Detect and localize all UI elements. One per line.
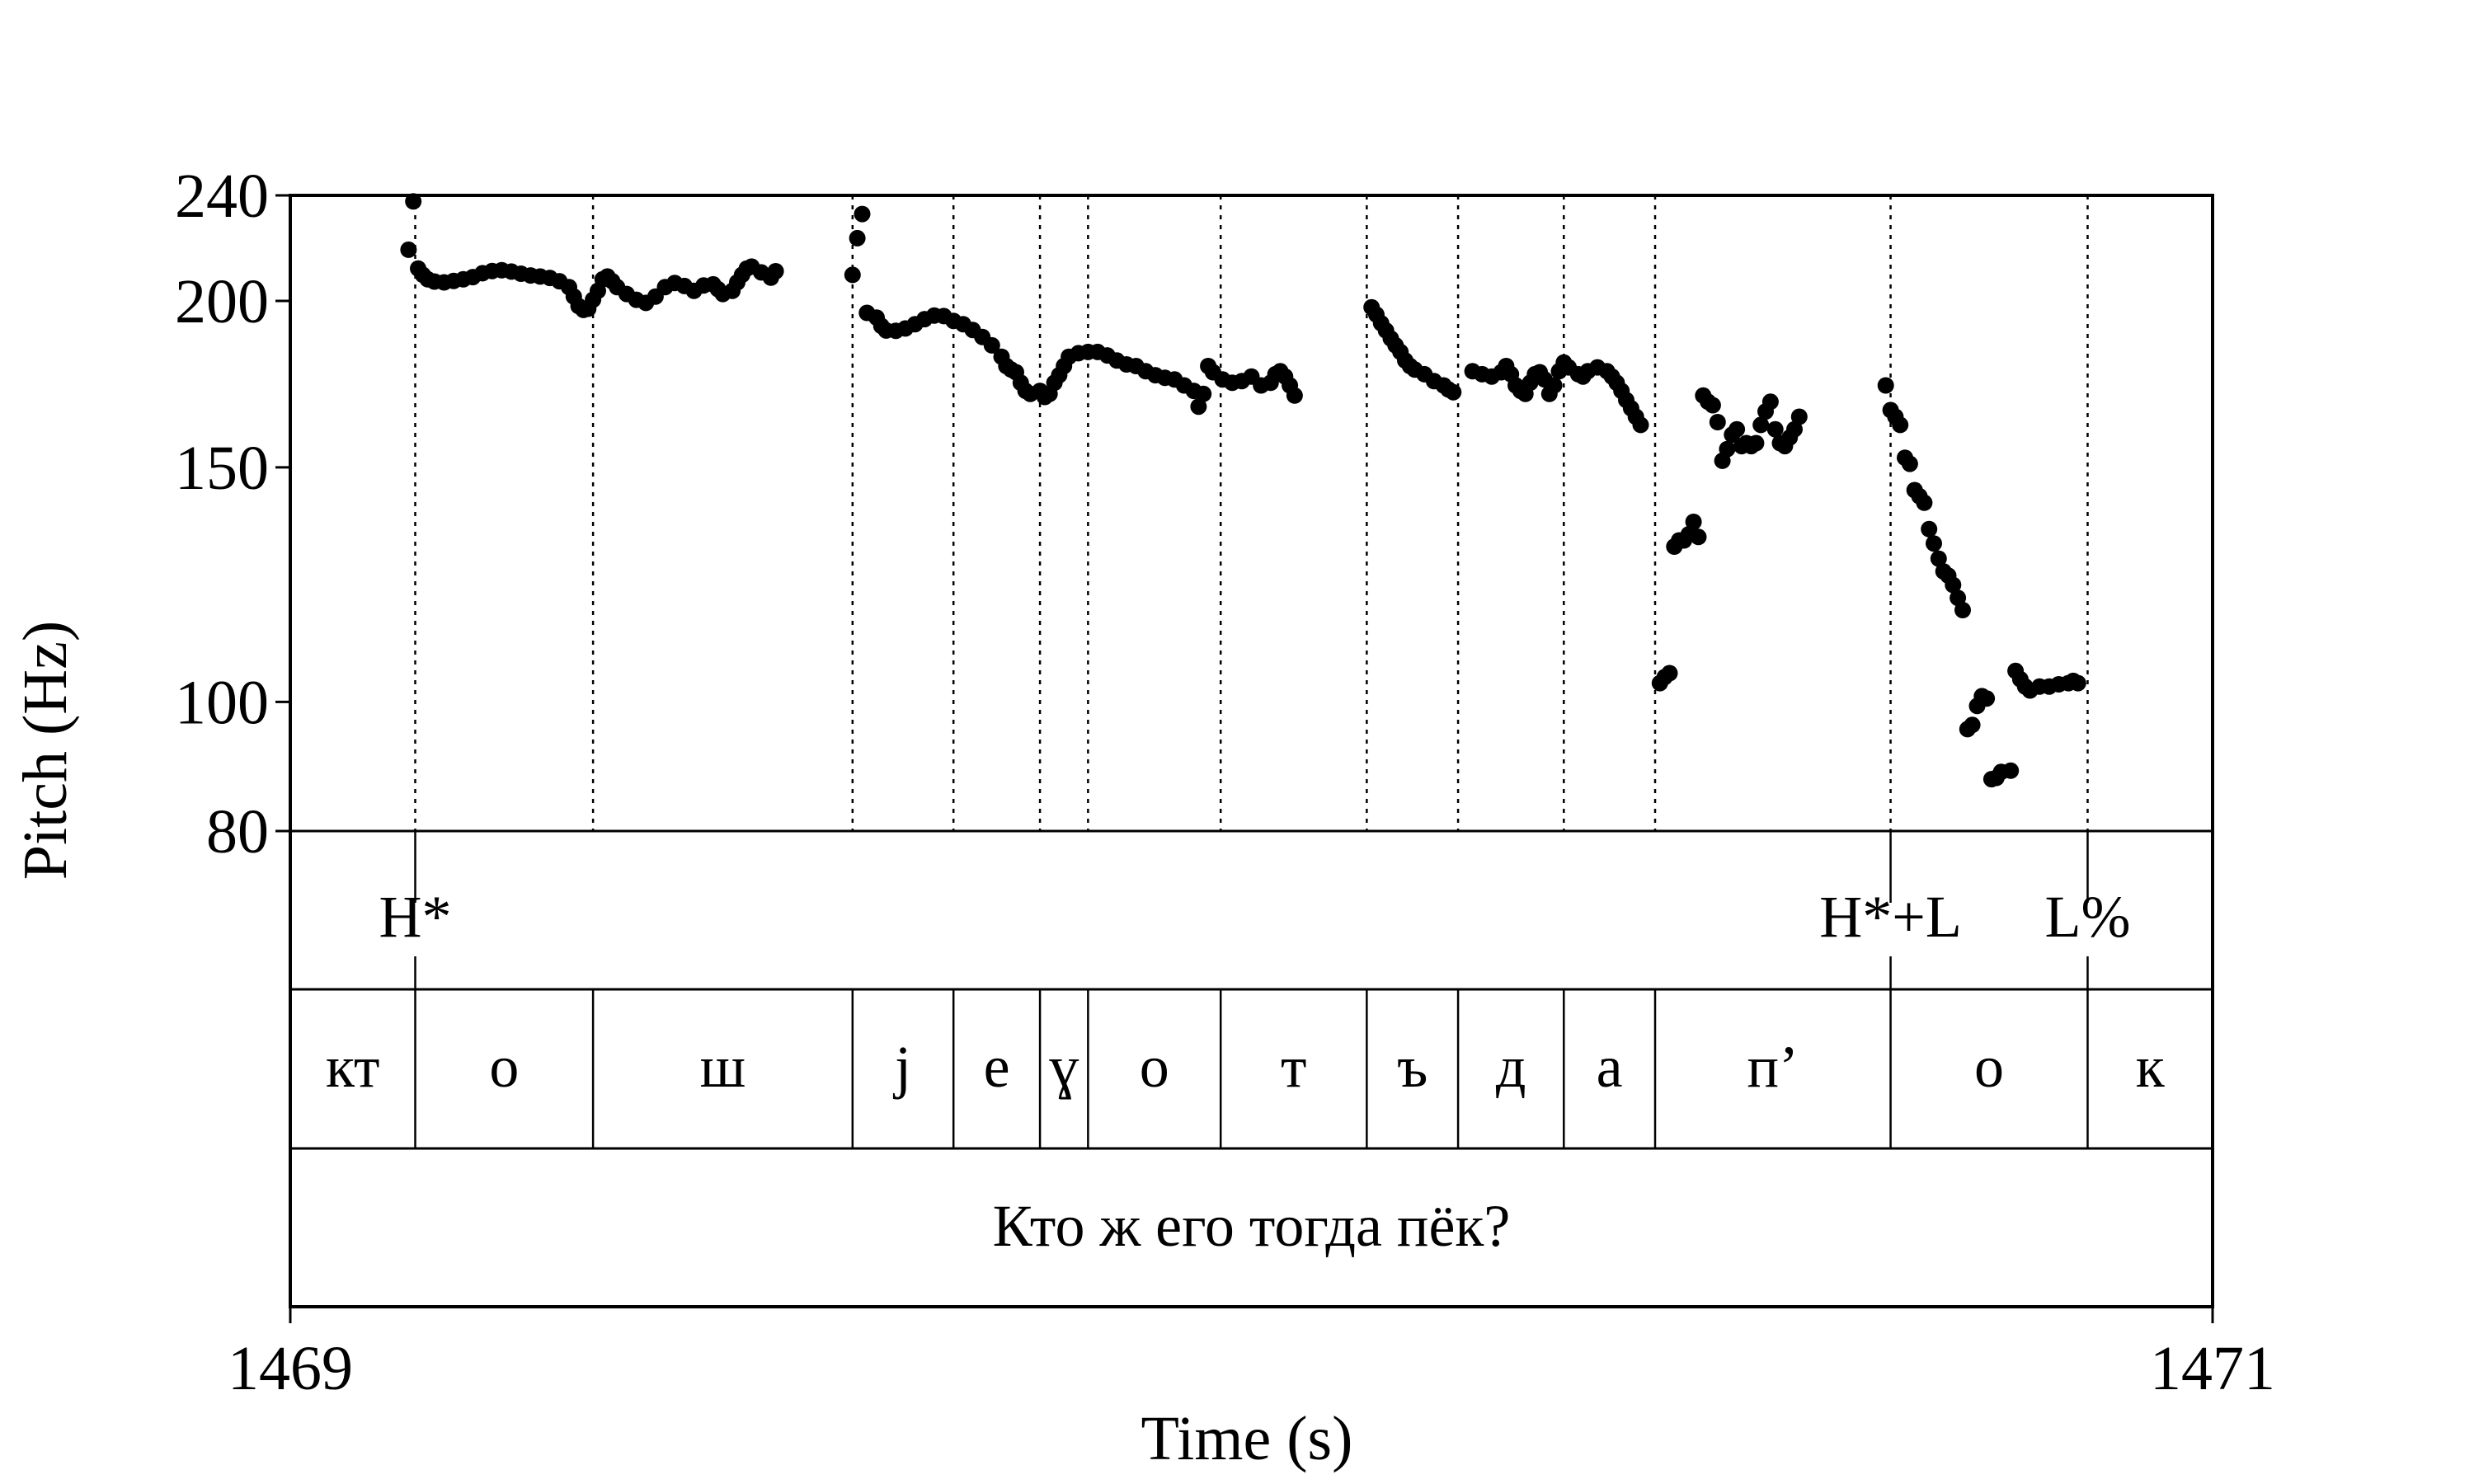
pitch-point [1930, 550, 1947, 567]
pitch-point [1877, 377, 1894, 394]
pitch-point [1195, 385, 1212, 402]
y-tick-label: 150 [175, 434, 269, 503]
pitch-point [1445, 383, 1462, 401]
x-axis-label: Time (s) [1141, 1404, 1353, 1473]
segment-label: о [1140, 1034, 1169, 1100]
pitch-point [1786, 420, 1803, 438]
segment-label: е [984, 1034, 1010, 1100]
segment-label: к [2136, 1034, 2166, 1100]
pitch-point [405, 193, 422, 210]
pitch-point [844, 266, 861, 284]
y-tick-label: 100 [175, 668, 269, 737]
pitch-point [1719, 440, 1736, 458]
tone-label: H*+L [1819, 884, 1962, 950]
tone-label: L% [2045, 884, 2131, 950]
pitch-point [1286, 387, 1303, 404]
pitch-point [1945, 576, 1962, 594]
pitch-point [767, 263, 784, 279]
sentence-label: Кто ж его тогда пёк? [993, 1193, 1511, 1259]
pitch-point [1921, 520, 1938, 538]
pitch-point [1661, 665, 1678, 682]
pitch-point [1729, 420, 1746, 438]
y-axis-ticks: 240 200 150 100 80 [175, 162, 290, 866]
y-axis-label: Pitch (Hz) [11, 621, 80, 880]
x-axis: 1469 1471 [228, 1307, 2275, 1403]
segment-label: о [489, 1034, 519, 1100]
pitch-point [2002, 762, 2020, 779]
pitch-point [1690, 528, 1707, 546]
segment-label: о [1974, 1034, 2004, 1100]
segment-label: ɣ [1049, 1034, 1079, 1100]
segment-label: д [1496, 1034, 1526, 1100]
pitch-point [1709, 414, 1726, 430]
pitch-point [1704, 397, 1721, 414]
boundary-lines [414, 195, 2089, 1148]
segment-label: кт [326, 1034, 380, 1100]
pitch-point [1545, 377, 1563, 394]
pitch-point [400, 241, 417, 258]
pitch-point [1747, 434, 1765, 452]
pitch-point [1632, 416, 1649, 434]
pitch-point [849, 229, 866, 247]
pitch-point [1766, 420, 1784, 438]
segment-label: ш [700, 1034, 745, 1100]
pitch-point [1964, 716, 1981, 734]
segment-label: j [892, 1034, 911, 1100]
pitch-point [2069, 674, 2086, 692]
pitch-point [1761, 393, 1779, 411]
pitch-point [1916, 494, 1933, 511]
pitch-point [1954, 602, 1971, 618]
y-tick-label: 200 [175, 267, 269, 336]
pitch-point [983, 336, 1000, 354]
pitch-point [1892, 416, 1909, 434]
segment-label: а [1597, 1034, 1623, 1100]
pitch-point [854, 205, 871, 223]
segment-label: т [1281, 1034, 1306, 1100]
segment-label: ъ [1397, 1034, 1427, 1100]
y-tick-label: 240 [175, 162, 269, 231]
pitch-point [1790, 408, 1808, 425]
x-tick-label: 1469 [228, 1334, 353, 1403]
pitch-point [1685, 514, 1702, 530]
pitch-point [1978, 690, 1996, 707]
tone-label: H* [379, 884, 452, 950]
x-tick-label: 1471 [2150, 1334, 2275, 1403]
pitch-point [1901, 455, 1918, 472]
pitch-point [1926, 535, 1942, 552]
pitch-point [1752, 416, 1770, 434]
y-tick-label: 80 [206, 797, 269, 866]
plot-border [289, 194, 2214, 1308]
segment-label: п’ [1747, 1034, 1799, 1100]
pitch-points [400, 193, 2086, 788]
plot-frame [289, 194, 2214, 1308]
pitch-point [1190, 398, 1207, 416]
